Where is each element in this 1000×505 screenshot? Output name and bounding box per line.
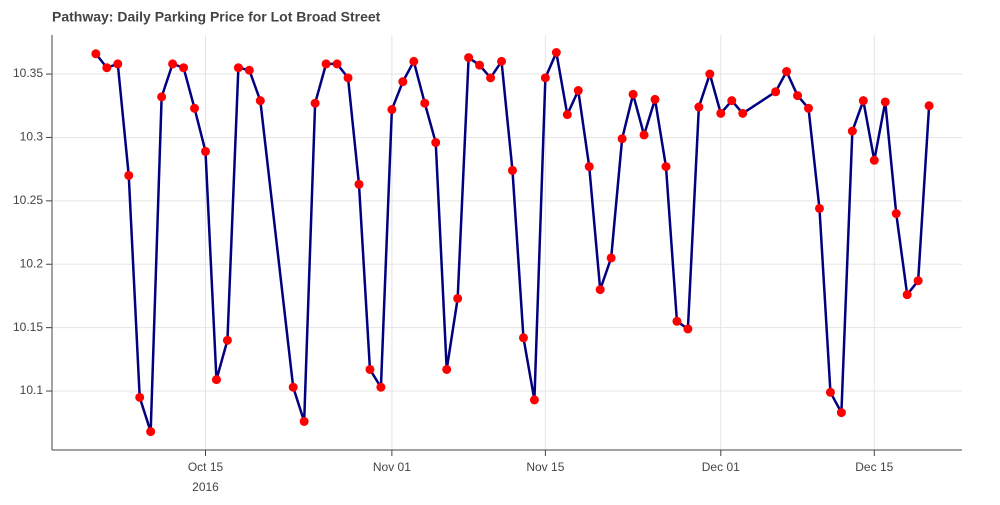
point [157, 92, 167, 102]
y-tick-label: 10.35 [13, 66, 43, 80]
point [288, 382, 298, 392]
point [880, 97, 890, 107]
point [299, 416, 309, 426]
point [420, 98, 430, 108]
point [672, 316, 682, 326]
point [135, 392, 145, 402]
point [211, 375, 221, 385]
x-tick-year: 2016 [192, 480, 219, 494]
point [124, 170, 134, 180]
point [200, 146, 210, 156]
point [913, 276, 923, 286]
point [321, 59, 331, 69]
point [343, 73, 353, 83]
point [573, 86, 583, 96]
point [694, 102, 704, 112]
point [847, 126, 857, 136]
x-tick-label: Nov 15 [526, 460, 564, 474]
point [606, 253, 616, 263]
point [650, 94, 660, 104]
point [310, 98, 320, 108]
point [562, 110, 572, 120]
point [179, 63, 189, 73]
point [814, 203, 824, 213]
point [716, 108, 726, 118]
point [365, 364, 375, 374]
point [771, 87, 781, 97]
point [584, 162, 594, 172]
y-tick-label: 10.25 [13, 193, 43, 207]
point [551, 47, 561, 57]
point [738, 108, 748, 118]
point [924, 101, 934, 111]
point [387, 105, 397, 115]
point [793, 91, 803, 101]
y-tick-label: 10.1 [20, 383, 44, 397]
point [804, 103, 814, 113]
point [244, 65, 254, 75]
point [782, 67, 792, 77]
y-tick-label: 10.2 [20, 256, 44, 270]
x-tick-label: Dec 15 [855, 460, 893, 474]
point [354, 179, 364, 189]
point [113, 59, 123, 69]
point [409, 56, 419, 66]
point [617, 134, 627, 144]
point [332, 59, 342, 69]
point [639, 130, 649, 140]
point [453, 293, 463, 303]
point [376, 382, 386, 392]
point [91, 49, 101, 59]
point [486, 73, 496, 83]
chart-title: Pathway: Daily Parking Price for Lot Bro… [52, 9, 381, 25]
point [442, 364, 452, 374]
point [255, 96, 265, 106]
point [902, 290, 912, 300]
point [869, 155, 879, 165]
x-tick-label: Dec 01 [702, 460, 740, 474]
point [233, 63, 243, 73]
point [727, 96, 737, 106]
point [595, 285, 605, 295]
line [94, 48, 931, 432]
point [464, 53, 474, 63]
point [529, 395, 539, 405]
point [540, 73, 550, 83]
point [190, 103, 200, 113]
point [891, 209, 901, 219]
point [683, 324, 693, 334]
point [705, 69, 715, 79]
point [431, 138, 441, 148]
point [146, 427, 156, 437]
x-tick-label: Nov 01 [373, 460, 411, 474]
point [507, 165, 517, 175]
point [661, 162, 671, 172]
point [858, 96, 868, 106]
point [628, 89, 638, 99]
point [398, 77, 408, 87]
point [475, 60, 485, 70]
point [222, 335, 232, 345]
point [518, 333, 528, 343]
y-tick-label: 10.15 [13, 320, 43, 334]
x-tick-label: Oct 15 [188, 460, 224, 474]
point [168, 59, 178, 69]
point [497, 56, 507, 66]
point [102, 63, 112, 73]
point [825, 387, 835, 397]
point [836, 408, 846, 418]
y-tick-label: 10.3 [20, 130, 44, 144]
